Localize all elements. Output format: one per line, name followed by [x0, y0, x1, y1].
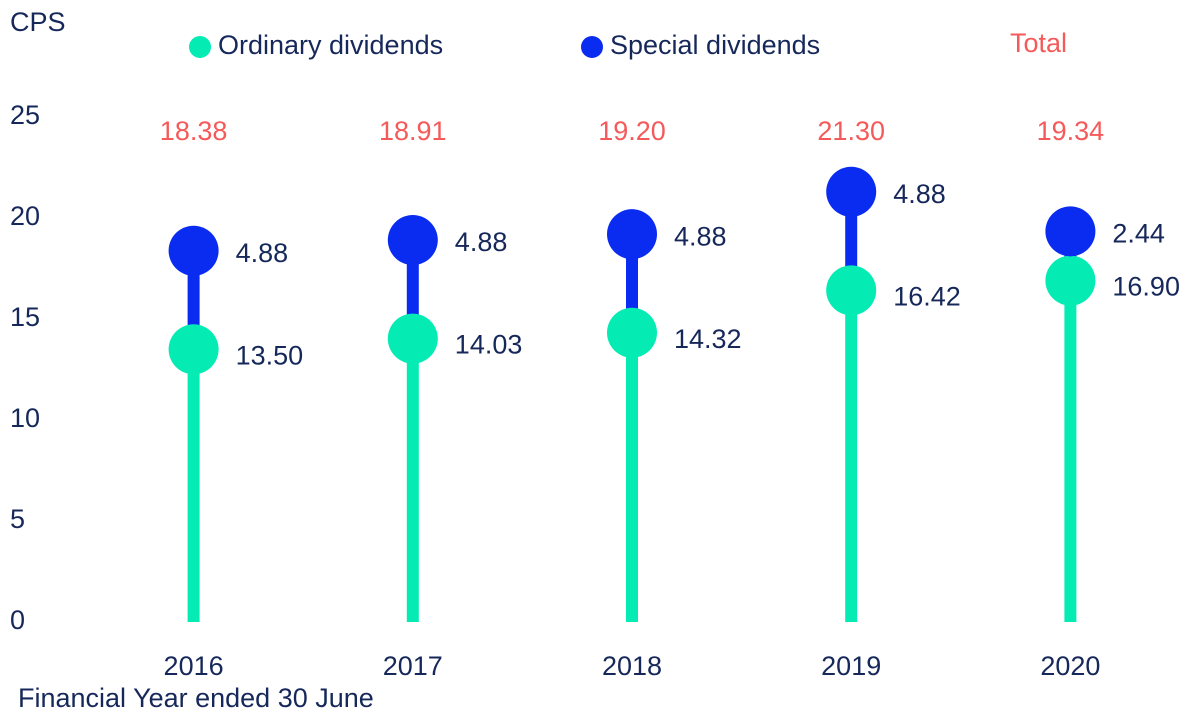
x-tick-label: 2017 [383, 651, 443, 681]
legend-label: Ordinary dividends [218, 30, 443, 60]
y-tick-label: 25 [10, 100, 40, 130]
data-label: 16.90 [1112, 272, 1180, 302]
data-label: 4.88 [455, 227, 508, 257]
data-label: 2.44 [1112, 218, 1165, 248]
y-tick-label: 5 [10, 504, 25, 534]
ordinary-dot [826, 265, 877, 316]
y-axis-label: CPS [10, 7, 66, 37]
data-label: 16.42 [893, 281, 961, 311]
total-label: 19.20 [598, 116, 666, 146]
ordinary-stem [626, 332, 638, 622]
special-dot [1045, 206, 1096, 257]
data-label: 4.88 [674, 221, 727, 251]
ordinary-stem [1064, 280, 1077, 622]
y-tick-label: 0 [10, 605, 25, 635]
ordinary-stem [187, 349, 200, 622]
data-label: 13.50 [236, 340, 304, 370]
data-label: 14.03 [455, 330, 523, 360]
total-label: 19.34 [1037, 116, 1105, 146]
ordinary-dot [607, 307, 657, 358]
data-label: 4.88 [236, 238, 289, 268]
total-label: 18.91 [379, 116, 447, 146]
ordinary-stem [845, 290, 858, 622]
y-tick-label: 10 [10, 403, 40, 433]
ordinary-dot [1045, 255, 1096, 306]
legend-label: Total [1010, 28, 1067, 58]
x-tick-label: 2020 [1040, 651, 1100, 681]
ordinary-stem [406, 338, 419, 622]
y-tick-label: 15 [10, 302, 40, 332]
special-dot [168, 225, 219, 276]
x-tick-label: 2016 [164, 651, 224, 681]
legend-swatch [581, 36, 603, 58]
special-dot [826, 166, 877, 217]
ordinary-dot [387, 313, 438, 364]
x-tick-label: 2018 [602, 651, 662, 681]
data-label: 4.88 [893, 179, 946, 209]
special-dot [607, 209, 657, 260]
special-dot [387, 215, 438, 266]
total-label: 21.30 [817, 116, 885, 146]
total-label: 18.38 [160, 116, 228, 146]
legend-swatch [189, 36, 211, 58]
x-tick-label: 2019 [821, 651, 881, 681]
legend-label: Special dividends [610, 30, 820, 60]
ordinary-dot [168, 324, 219, 375]
data-label: 14.32 [674, 324, 742, 354]
x-axis-label: Financial Year ended 30 June [18, 683, 374, 713]
y-tick-label: 20 [10, 201, 40, 231]
